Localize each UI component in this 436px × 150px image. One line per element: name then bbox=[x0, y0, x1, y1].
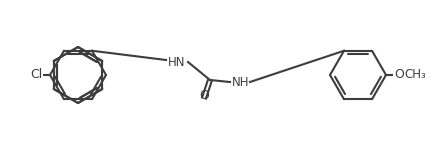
Text: Cl: Cl bbox=[30, 69, 42, 81]
Text: O: O bbox=[394, 69, 404, 81]
Text: CH₃: CH₃ bbox=[404, 69, 426, 81]
Text: NH: NH bbox=[232, 75, 249, 88]
Text: O: O bbox=[199, 89, 209, 102]
Text: HN: HN bbox=[168, 56, 185, 69]
